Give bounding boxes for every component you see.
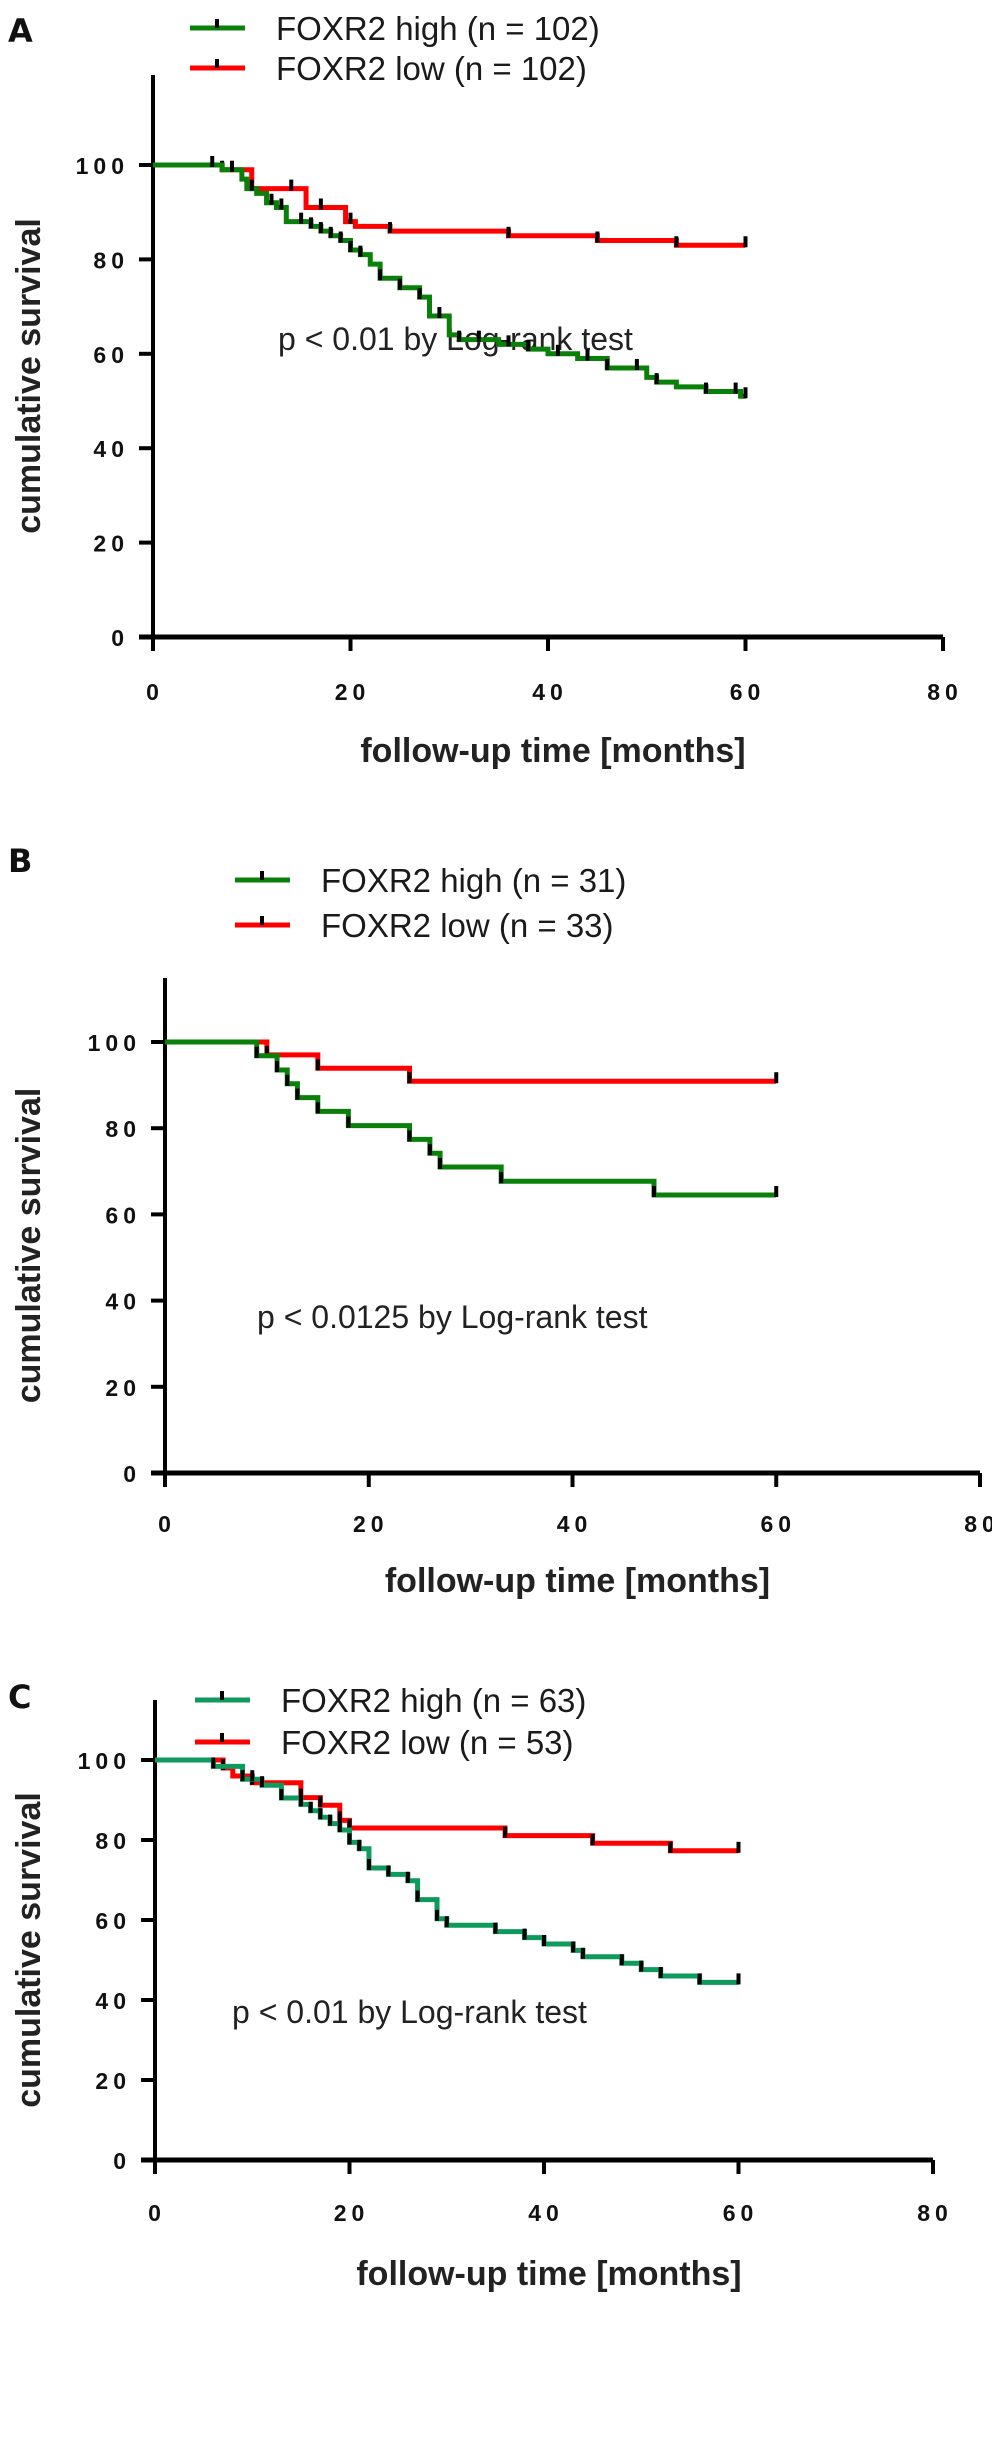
x-axis-title: follow-up time [months] bbox=[360, 732, 745, 770]
y-axis-title: cumulative survival bbox=[10, 1088, 48, 1404]
x-tick-label: 20 bbox=[334, 2200, 370, 2226]
x-tick-label: 40 bbox=[532, 679, 568, 705]
km-chart-c: C FOXR2 high (n = 63) FOXR2 low (n = 53) 0 2… bbox=[8, 1678, 953, 2293]
y-tick-label: 60 bbox=[105, 1202, 141, 1228]
y-tick-label: 20 bbox=[105, 1375, 141, 1401]
panel-c: C FOXR2 high (n = 63) FOXR2 low (n = 53) 0 2… bbox=[0, 1650, 992, 2454]
y-axis-title: cumulative survival bbox=[10, 1792, 48, 2108]
legend-item: FOXR2 low (n = 102) bbox=[190, 50, 587, 87]
y-tick-label: 80 bbox=[93, 247, 129, 273]
x-axis-title: follow-up time [months] bbox=[385, 1562, 770, 1600]
legend-label: FOXR2 high (n = 31) bbox=[321, 862, 626, 899]
y-tick-label: 40 bbox=[95, 1988, 131, 2014]
x-tick-label: 0 bbox=[158, 1511, 176, 1537]
legend-label: FOXR2 low (n = 53) bbox=[281, 1724, 574, 1761]
survival-series bbox=[155, 1757, 741, 1985]
survival-series bbox=[153, 156, 748, 399]
survival-series bbox=[165, 1039, 779, 1198]
panel-letter: B bbox=[8, 842, 32, 880]
y-tick-label: 40 bbox=[105, 1289, 141, 1315]
y-tick-label: 100 bbox=[78, 1748, 131, 1774]
y-axis-title: cumulative survival bbox=[10, 218, 48, 534]
panel-b: B FOXR2 high (n = 31) FOXR2 low (n = 33) 0 2… bbox=[0, 820, 992, 1620]
p-value-annotation: p < 0.0125 by Log-rank test bbox=[257, 1299, 648, 1335]
y-tick-label: 20 bbox=[93, 531, 129, 557]
y-tick-label: 40 bbox=[93, 436, 129, 462]
km-chart-b: B FOXR2 high (n = 31) FOXR2 low (n = 33) 0 2… bbox=[8, 842, 992, 1600]
x-tick-label: 80 bbox=[964, 1511, 992, 1537]
x-tick-label: 60 bbox=[730, 679, 766, 705]
p-value-annotation: p < 0.01 by Log-rank test bbox=[232, 1994, 587, 2030]
panel-a: A FOXR2 high (n = 102) FOXR2 low (n = 102)… bbox=[0, 0, 992, 800]
survival-curve bbox=[153, 162, 746, 399]
y-tick-label: 80 bbox=[95, 1828, 131, 1854]
y-tick-label: 100 bbox=[88, 1030, 141, 1056]
y-tick-label: 80 bbox=[105, 1116, 141, 1142]
km-chart-a: A FOXR2 high (n = 102)FOXR2 low (n = 102)… bbox=[8, 10, 963, 770]
legend-item: FOXR2 low (n = 33) bbox=[235, 907, 614, 944]
p-value-annotation: p < 0.01 by Log-rank test bbox=[278, 321, 633, 357]
x-axis-title: follow-up time [months] bbox=[356, 2255, 741, 2293]
y-tick-label: 100 bbox=[76, 153, 129, 179]
x-tick-label: 0 bbox=[146, 679, 164, 705]
legend-item: FOXR2 high (n = 31) bbox=[235, 862, 626, 899]
legend-label: FOXR2 low (n = 102) bbox=[276, 50, 587, 87]
y-tick-label: 60 bbox=[95, 1908, 131, 1934]
y-tick-label: 60 bbox=[93, 342, 129, 368]
x-tick-label: 40 bbox=[528, 2200, 564, 2226]
panel-letter: C bbox=[8, 1678, 31, 1716]
legend-label: FOXR2 high (n = 102) bbox=[276, 10, 600, 47]
x-tick-label: 80 bbox=[917, 2200, 953, 2226]
legend-label: FOXR2 high (n = 63) bbox=[281, 1682, 586, 1719]
x-tick-label: 80 bbox=[927, 679, 963, 705]
legend-label: FOXR2 low (n = 33) bbox=[321, 907, 614, 944]
legend-item: FOXR2 high (n = 63) bbox=[195, 1682, 586, 1719]
survival-curve bbox=[165, 1039, 777, 1198]
y-tick-label: 20 bbox=[95, 2068, 131, 2094]
y-tick-label: 0 bbox=[123, 1461, 141, 1487]
panel-letter: A bbox=[8, 12, 33, 50]
legend-item: FOXR2 high (n = 102) bbox=[190, 10, 600, 47]
x-tick-label: 0 bbox=[148, 2200, 166, 2226]
y-tick-label: 0 bbox=[111, 625, 129, 651]
x-tick-label: 20 bbox=[353, 1511, 389, 1537]
x-tick-label: 60 bbox=[760, 1511, 796, 1537]
survival-curve bbox=[155, 1757, 739, 1985]
x-tick-label: 40 bbox=[557, 1511, 593, 1537]
x-tick-label: 20 bbox=[335, 679, 371, 705]
x-tick-label: 60 bbox=[723, 2200, 759, 2226]
y-tick-label: 0 bbox=[113, 2148, 131, 2174]
legend-item: FOXR2 low (n = 53) bbox=[195, 1724, 574, 1761]
